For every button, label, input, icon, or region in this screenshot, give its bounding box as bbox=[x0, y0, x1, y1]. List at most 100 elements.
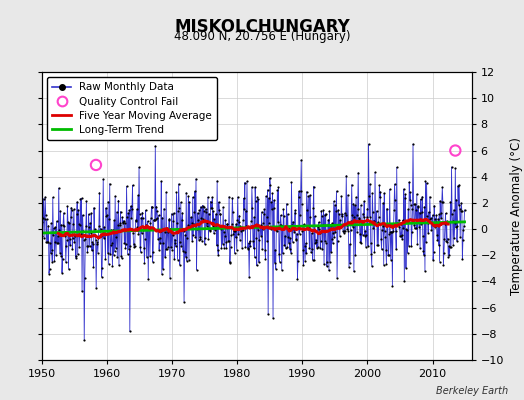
Point bbox=[195, 207, 203, 214]
Point bbox=[70, 206, 78, 212]
Point bbox=[450, 235, 458, 242]
Point bbox=[396, 232, 405, 239]
Point bbox=[239, 216, 247, 223]
Point bbox=[336, 217, 344, 224]
Point bbox=[451, 220, 459, 226]
Point bbox=[360, 198, 368, 205]
Point bbox=[69, 234, 77, 241]
Point bbox=[392, 164, 401, 170]
Point bbox=[211, 222, 220, 228]
Point bbox=[131, 226, 139, 232]
Point bbox=[376, 194, 384, 200]
Point bbox=[190, 221, 198, 228]
Point bbox=[66, 236, 74, 242]
Point bbox=[395, 224, 403, 230]
Point bbox=[454, 202, 463, 208]
Point bbox=[61, 233, 70, 239]
Point bbox=[436, 198, 444, 204]
Point bbox=[59, 210, 68, 216]
Point bbox=[43, 238, 51, 245]
Point bbox=[315, 230, 324, 236]
Point bbox=[266, 182, 275, 188]
Point bbox=[111, 193, 119, 199]
Point bbox=[147, 215, 155, 221]
Point bbox=[335, 233, 344, 239]
Point bbox=[310, 183, 318, 190]
Point bbox=[407, 201, 415, 208]
Point bbox=[254, 226, 262, 233]
Point bbox=[253, 194, 261, 200]
Point bbox=[42, 239, 50, 245]
Point bbox=[209, 223, 217, 229]
Point bbox=[142, 221, 150, 228]
Point bbox=[143, 222, 151, 229]
Point bbox=[359, 210, 367, 217]
Point bbox=[323, 263, 331, 269]
Point bbox=[272, 227, 281, 234]
Point bbox=[275, 258, 283, 265]
Point bbox=[263, 238, 271, 244]
Point bbox=[231, 228, 239, 235]
Point bbox=[200, 204, 208, 211]
Point bbox=[268, 190, 277, 196]
Point bbox=[213, 247, 222, 253]
Point bbox=[184, 193, 193, 199]
Point bbox=[154, 236, 162, 242]
Point bbox=[213, 178, 221, 184]
Point bbox=[432, 212, 441, 218]
Point bbox=[272, 226, 280, 233]
Point bbox=[168, 247, 176, 254]
Point bbox=[205, 210, 213, 217]
Point bbox=[132, 217, 140, 223]
Point bbox=[128, 206, 136, 212]
Point bbox=[190, 209, 199, 215]
Point bbox=[344, 192, 352, 198]
Point bbox=[144, 218, 152, 224]
Point bbox=[40, 234, 48, 241]
Point bbox=[149, 217, 158, 223]
Point bbox=[378, 223, 387, 229]
Point bbox=[249, 238, 257, 244]
Point bbox=[215, 207, 224, 214]
Point bbox=[445, 243, 453, 249]
Point bbox=[146, 219, 155, 226]
Point bbox=[203, 223, 211, 229]
Point bbox=[134, 192, 142, 198]
Point bbox=[363, 214, 371, 220]
Point bbox=[98, 264, 106, 271]
Point bbox=[225, 259, 234, 266]
Point bbox=[252, 198, 260, 205]
Point bbox=[173, 219, 181, 226]
Point bbox=[311, 213, 319, 220]
Point bbox=[428, 212, 436, 218]
Point bbox=[371, 169, 379, 176]
Point bbox=[112, 245, 120, 251]
Point bbox=[135, 164, 143, 170]
Point bbox=[353, 229, 362, 235]
Point bbox=[173, 256, 182, 263]
Point bbox=[274, 184, 282, 191]
Point bbox=[396, 233, 404, 240]
Point bbox=[166, 275, 174, 281]
Point bbox=[345, 264, 353, 270]
Point bbox=[279, 206, 288, 212]
Point bbox=[299, 247, 307, 253]
Point bbox=[91, 232, 99, 238]
Point bbox=[210, 230, 218, 237]
Point bbox=[162, 246, 171, 252]
Point bbox=[107, 226, 116, 233]
Point bbox=[81, 236, 90, 242]
Point bbox=[398, 236, 406, 242]
Point bbox=[140, 260, 149, 266]
Point bbox=[421, 178, 430, 184]
Point bbox=[392, 246, 400, 252]
Point bbox=[116, 208, 125, 215]
Point bbox=[164, 244, 172, 251]
Point bbox=[341, 228, 350, 234]
Point bbox=[179, 247, 187, 254]
Point bbox=[400, 278, 409, 284]
Point bbox=[62, 259, 70, 266]
Point bbox=[312, 236, 320, 243]
Point bbox=[329, 229, 337, 236]
Point bbox=[441, 210, 450, 216]
